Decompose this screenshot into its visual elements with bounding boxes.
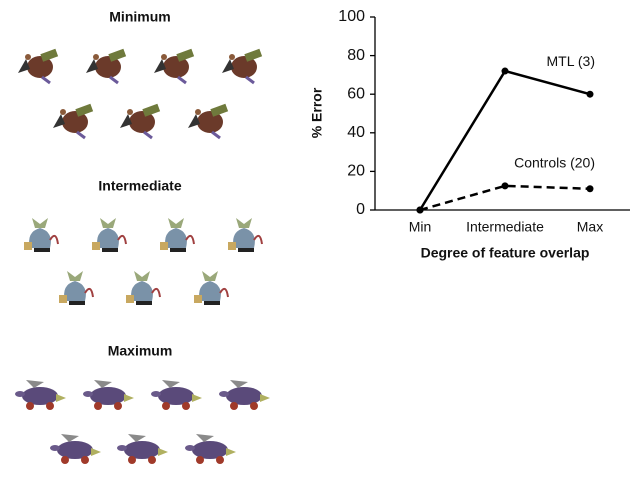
stimulus-image [92,218,126,252]
figure: Minimum Intermediate Maximum % Error Degre… [0,0,632,478]
stimulus-image [117,434,168,464]
x-tick-label: Max [577,219,603,235]
data-point [587,91,594,98]
y-tick-label: 20 [347,163,365,180]
series-label: Controls (20) [514,154,595,170]
stimulus-image [15,380,66,410]
series-line [420,186,590,210]
data-point [502,182,509,189]
stimulus-image [53,104,93,138]
data-point [502,68,509,75]
stimulus-image [24,218,58,252]
stimulus-image [18,49,58,83]
series-label: MTL (3) [547,53,595,69]
stimulus-image [188,104,228,138]
y-tick-label: 80 [347,47,365,64]
stimulus-image [151,380,202,410]
y-tick-label: 0 [356,201,365,218]
x-tick-label: Intermediate [466,219,544,235]
stimulus-image [222,49,262,83]
data-point [417,207,424,214]
y-tick-label: 40 [347,124,365,141]
stimulus-image [50,434,101,464]
stimulus-image [154,49,194,83]
stimulus-image [59,271,93,305]
stimulus-image [160,218,194,252]
stimulus-image [86,49,126,83]
chart: % Error Degree of feature overlap 0 20 40 6… [309,8,630,260]
stimulus-image [120,104,160,138]
stimuli-panel: Minimum Intermediate Maximum [15,9,270,464]
data-point [587,185,594,192]
stimulus-image [194,271,228,305]
y-tick-label: 100 [338,8,365,25]
y-tick-label: 60 [347,85,365,102]
x-tick-label: Min [409,219,432,235]
stimulus-image [126,271,160,305]
panel-label: Minimum [109,9,170,25]
stimulus-image [83,380,134,410]
stimulus-image [185,434,236,464]
panel-label: Maximum [108,343,173,359]
y-axis-label: % Error [309,87,325,138]
stimulus-image [228,218,262,252]
stimulus-image [219,380,270,410]
panel-label: Intermediate [98,178,181,194]
x-axis-label: Degree of feature overlap [421,245,590,261]
